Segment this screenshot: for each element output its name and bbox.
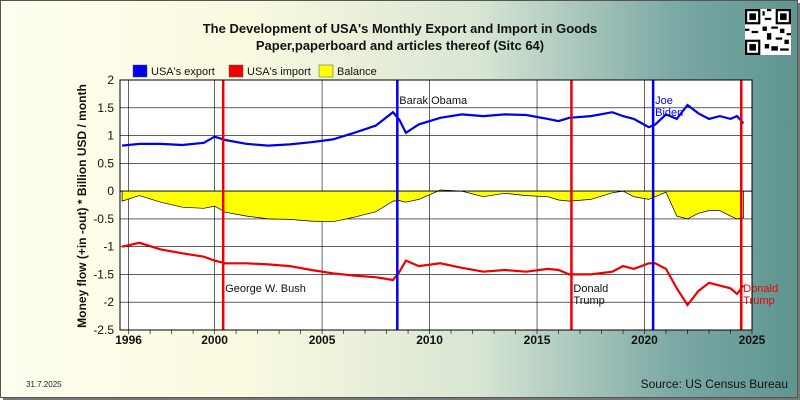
- x-tick-label: 2005: [309, 333, 336, 347]
- source-label: Source: US Census Bureau: [640, 377, 788, 391]
- y-tick-label: 2: [107, 73, 114, 87]
- y-tick-label: 1.5: [97, 101, 114, 115]
- chart-title: The Development of USA's Monthly Export …: [202, 21, 598, 36]
- event-label: Trump: [743, 295, 774, 307]
- y-tick-label: -2: [103, 295, 114, 309]
- event-label: Donald: [743, 283, 778, 295]
- legend-label: USA's import: [247, 66, 311, 78]
- x-tick-label: 2000: [201, 333, 228, 347]
- y-tick-label: -1: [103, 240, 114, 254]
- y-tick-label: -2.5: [93, 323, 114, 337]
- event-label: Trump: [573, 295, 604, 307]
- y-tick-label: -1.5: [93, 267, 114, 281]
- import-line: [121, 241, 745, 307]
- y-tick-label: -0.5: [93, 212, 114, 226]
- qr-code-icon: [745, 9, 791, 55]
- y-axis-label: Money flow (+in -out) * Billion USD / mo…: [75, 84, 89, 328]
- event-label: George W. Bush: [225, 283, 306, 295]
- legend-swatch: [132, 64, 148, 78]
- x-tick-label: 2015: [524, 333, 551, 347]
- y-tick-label: 0: [107, 184, 114, 198]
- legend-label: USA's export: [151, 66, 215, 78]
- legend-swatch: [318, 64, 334, 78]
- event-label: Barak Obama: [399, 95, 468, 107]
- event-label: Joe: [655, 95, 673, 107]
- event-label: Donald: [573, 283, 608, 295]
- x-tick-label: 1996: [115, 333, 142, 347]
- legend-swatch: [228, 64, 244, 78]
- date-stamp: 31.7.2025: [26, 380, 62, 389]
- x-tick-label: 2025: [739, 333, 766, 347]
- event-label: Biden: [655, 107, 683, 119]
- chart-subtitle: Paper,paperboard and articles thereof (S…: [255, 38, 545, 53]
- x-tick-label: 2010: [416, 333, 443, 347]
- plot-border: [119, 79, 753, 331]
- x-tick-label: 2020: [631, 333, 658, 347]
- y-tick-label: 1: [107, 129, 114, 143]
- export-line: [121, 103, 745, 147]
- y-tick-label: 0.5: [97, 156, 114, 170]
- balance-area: [121, 189, 744, 223]
- legend-label: Balance: [337, 66, 377, 78]
